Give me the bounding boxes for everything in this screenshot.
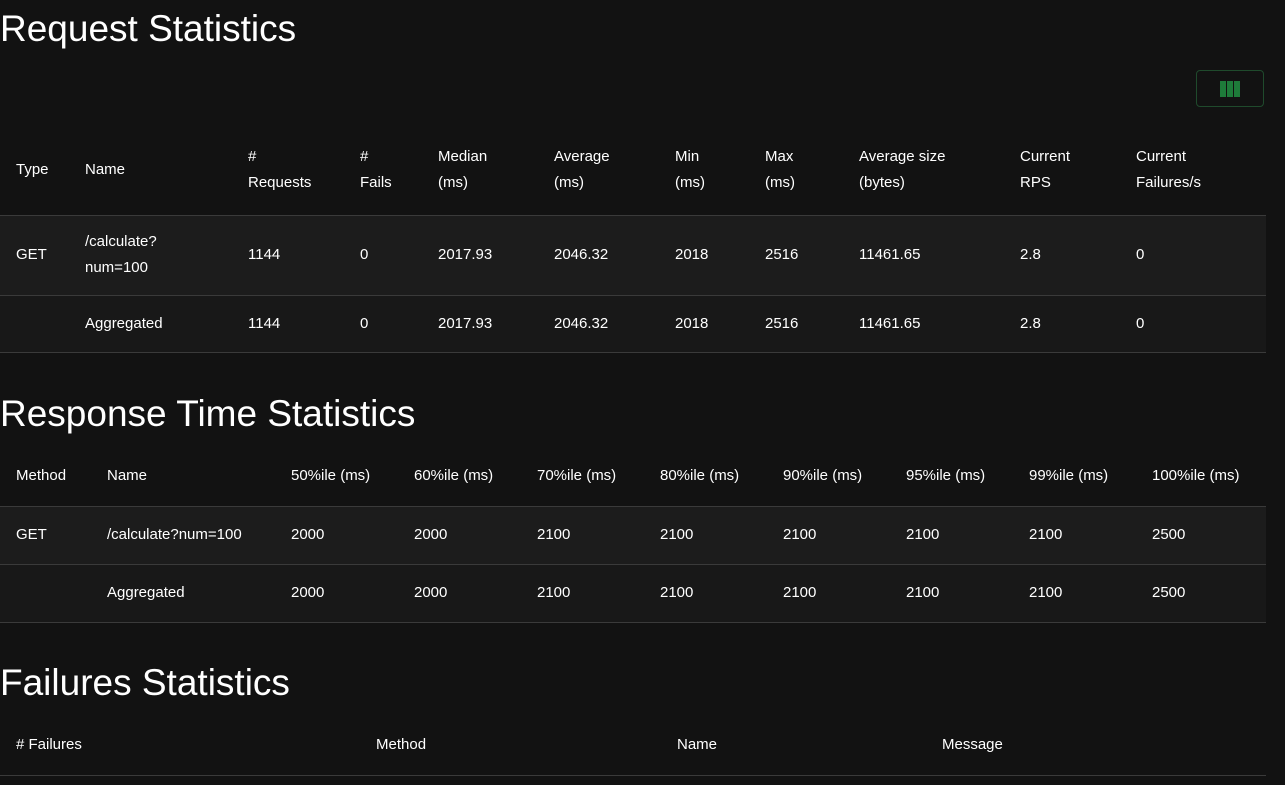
header-average[interactable]: Average (ms) [554, 148, 610, 192]
cell-rps: 2.8 [1020, 314, 1041, 332]
header-p90[interactable]: 90%ile (ms) [783, 467, 863, 485]
cell-name: Aggregated [107, 584, 185, 601]
cell-p50: 2000 [291, 526, 325, 543]
header-p99[interactable]: 99%ile (ms) [1029, 467, 1109, 485]
header-message[interactable]: Message [942, 735, 1003, 753]
cell-method: GET [16, 526, 47, 543]
cell-average: 2046.32 [554, 246, 609, 263]
request-statistics-table: Type Name # Requests # Fails Median (ms) Av… [0, 126, 1266, 353]
header-fails[interactable]: # Fails [360, 148, 392, 192]
columns-toggle-button[interactable] [1196, 70, 1264, 107]
header-current-failures[interactable]: Current Failures/s [1136, 148, 1202, 192]
cell-p60: 2000 [414, 526, 448, 543]
cell-fails: 0 [360, 314, 369, 332]
cell-p90: 2100 [783, 584, 817, 601]
cell-average: 2046.32 [554, 314, 609, 332]
cell-type: GET [16, 246, 47, 263]
cell-p80: 2100 [660, 526, 694, 543]
response-time-statistics-table: Method Name 50%ile (ms) 60%ile (ms) 70%i… [0, 447, 1266, 623]
cell-p95: 2100 [906, 526, 940, 543]
header-p60[interactable]: 60%ile (ms) [414, 467, 494, 485]
cell-median: 2017.93 [438, 314, 493, 332]
header-max[interactable]: Max (ms) [765, 148, 795, 192]
table-header-row: # Failures Method Name Message [0, 715, 1266, 775]
header-p70[interactable]: 70%ile (ms) [537, 467, 617, 485]
header-p80[interactable]: 80%ile (ms) [660, 467, 740, 485]
cell-p100: 2500 [1152, 584, 1186, 601]
failures-statistics-table: # Failures Method Name Message [0, 715, 1266, 785]
cell-rps: 2.8 [1020, 246, 1041, 263]
cell-median: 2017.93 [438, 246, 493, 263]
header-min[interactable]: Min (ms) [675, 148, 705, 192]
cell-p70: 2100 [537, 526, 571, 543]
response-time-statistics-title: Response Time Statistics [0, 393, 416, 434]
header-name[interactable]: Name [677, 735, 718, 753]
table-header-row: Method Name 50%ile (ms) 60%ile (ms) 70%i… [0, 447, 1266, 506]
cell-max: 2516 [765, 246, 799, 263]
header-p50[interactable]: 50%ile (ms) [291, 467, 371, 485]
cell-p99: 2100 [1029, 526, 1063, 543]
cell-min: 2018 [675, 314, 709, 332]
cell-method [0, 564, 91, 622]
header-name[interactable]: Name [85, 161, 126, 179]
failures-statistics-title: Failures Statistics [0, 662, 290, 703]
header-type[interactable]: Type [16, 161, 49, 179]
header-current-rps[interactable]: Current RPS [1020, 148, 1071, 192]
cell-p60: 2000 [414, 584, 448, 601]
header-requests[interactable]: # Requests [248, 148, 312, 192]
cell-p80: 2100 [660, 584, 694, 601]
header-method[interactable]: Method [376, 735, 427, 753]
cell-type [0, 295, 69, 352]
columns-icon [1220, 80, 1240, 97]
table-header-row: Type Name # Requests # Fails Median (ms) Av… [0, 126, 1266, 215]
header-p95[interactable]: 95%ile (ms) [906, 467, 986, 485]
cell-name: /calculate?num=100 [107, 526, 242, 543]
cell-fails: 0 [360, 246, 369, 263]
header-median[interactable]: Median (ms) [438, 148, 488, 192]
cell-failures-s: 0 [1136, 246, 1145, 263]
cell-p100: 2500 [1152, 526, 1186, 543]
cell-p50: 2000 [291, 584, 325, 601]
request-statistics-title: Request Statistics [0, 8, 297, 49]
table-row: GET /calculate?num=100 2000 2000 2100 21… [0, 506, 1266, 564]
header-failures-count[interactable]: # Failures [16, 735, 82, 753]
header-p100[interactable]: 100%ile (ms) [1152, 467, 1240, 485]
table-divider [0, 775, 1266, 785]
cell-min: 2018 [675, 246, 709, 263]
cell-average-size: 11461.65 [859, 246, 921, 263]
cell-max: 2516 [765, 314, 799, 332]
header-method[interactable]: Method [16, 467, 67, 485]
cell-requests: 1144 [248, 246, 281, 263]
table-row: Aggregated 2000 2000 2100 2100 2100 2100… [0, 564, 1266, 622]
table-row: Aggregated 1144 0 2017.93 2046.32 2018 2… [0, 295, 1266, 352]
cell-name: Aggregated [85, 314, 163, 332]
cell-requests: 1144 [248, 314, 281, 332]
cell-failures-s: 0 [1136, 314, 1145, 332]
table-row: GET /calculate? num=100 1144 0 2017.93 20… [0, 215, 1266, 295]
cell-name: /calculate?num=100 [85, 233, 157, 276]
cell-p70: 2100 [537, 584, 571, 601]
cell-average-size: 11461.65 [859, 314, 921, 332]
cell-p99: 2100 [1029, 584, 1063, 601]
header-name[interactable]: Name [107, 467, 148, 485]
cell-p90: 2100 [783, 526, 817, 543]
header-average-size[interactable]: Average size (bytes) [859, 148, 946, 192]
cell-p95: 2100 [906, 584, 940, 601]
